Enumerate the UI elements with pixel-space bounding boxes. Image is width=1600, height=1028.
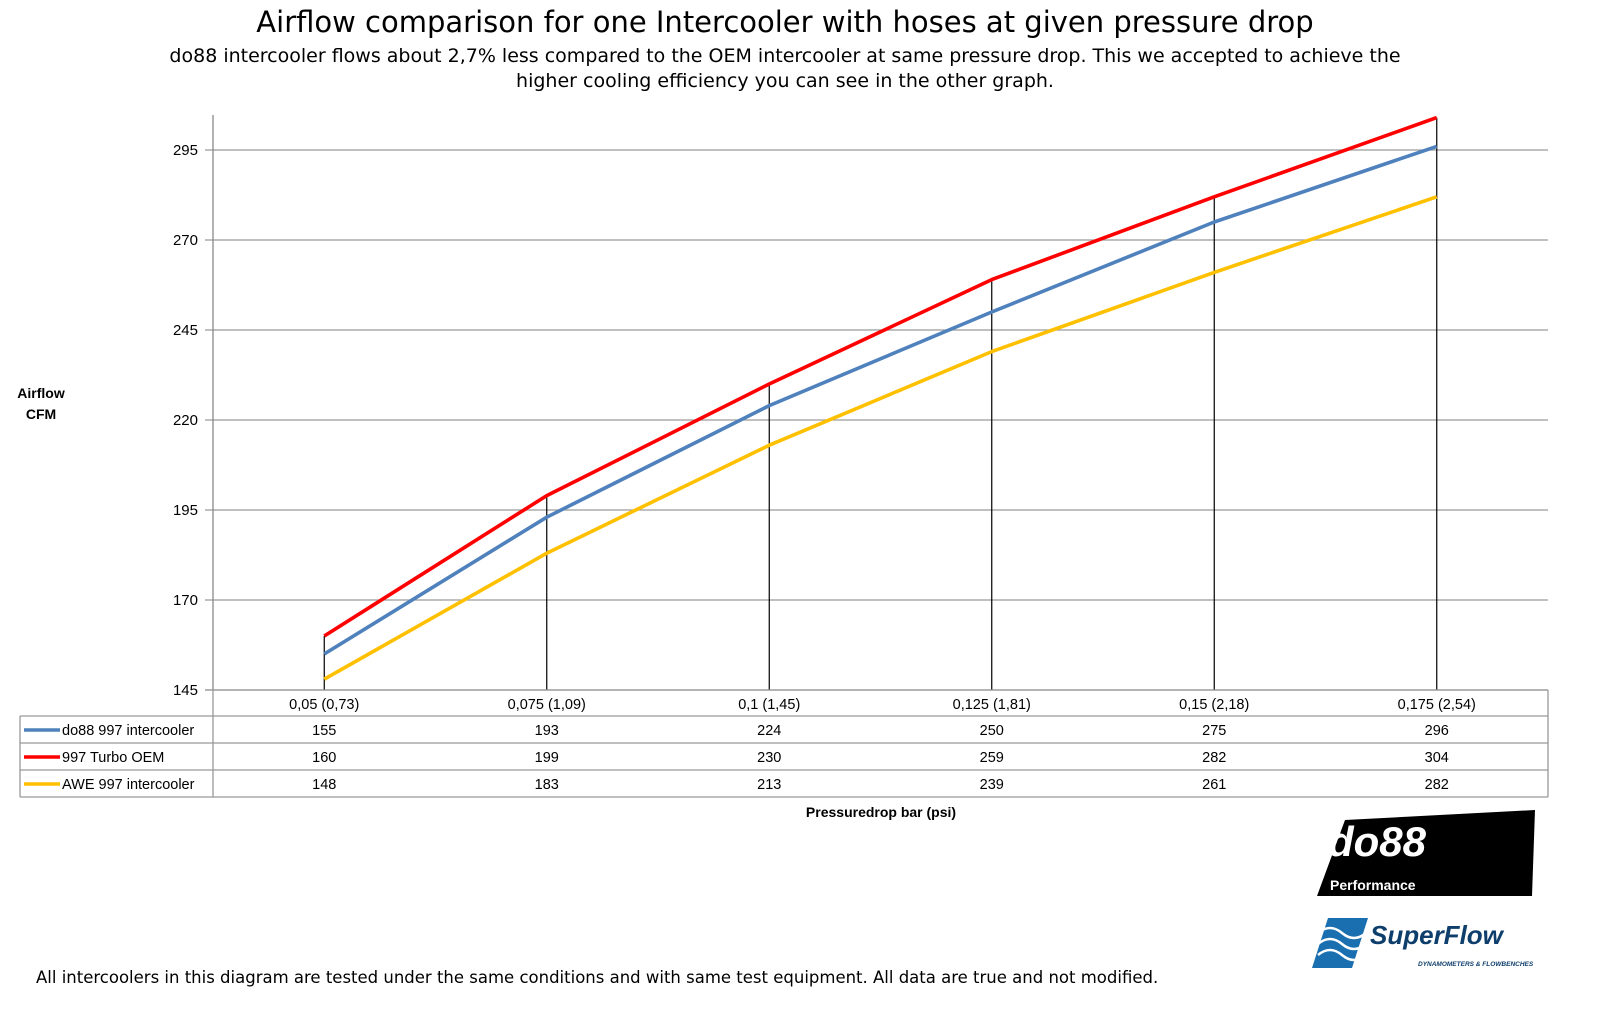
data-value: 239	[980, 777, 1004, 793]
y-axis-label: Airflow	[17, 385, 65, 401]
data-value: 160	[312, 750, 336, 766]
series-line	[323, 144, 1438, 656]
data-value: 183	[535, 777, 559, 793]
data-value: 155	[312, 723, 336, 739]
y-tick-label: 145	[173, 682, 198, 699]
data-value: 282	[1202, 750, 1226, 766]
y-tick-label: 220	[173, 412, 198, 429]
x-tick-label: 0,125 (1,81)	[953, 697, 1031, 713]
data-value: 304	[1425, 750, 1449, 766]
x-tick-label: 0,075 (1,09)	[508, 697, 586, 713]
legend-label: do88 997 intercooler	[62, 723, 194, 739]
data-value: 224	[757, 723, 781, 739]
data-value: 199	[535, 750, 559, 766]
y-tick-label: 295	[173, 142, 198, 159]
legend-label: AWE 997 intercooler	[62, 777, 195, 793]
data-value: 213	[757, 777, 781, 793]
data-value: 230	[757, 750, 781, 766]
y-tick-label: 270	[173, 232, 198, 249]
y-tick-label: 245	[173, 322, 198, 339]
superflow-logo-wave	[1317, 948, 1367, 962]
data-value: 259	[980, 750, 1004, 766]
series-line	[323, 195, 1438, 681]
x-tick-label: 0,1 (1,45)	[738, 697, 800, 713]
superflow-logo-sub: DYNAMOMETERS & FLOWBENCHES	[1418, 961, 1534, 968]
legend-label: 997 Turbo OEM	[62, 750, 164, 766]
chart-subtitle: do88 intercooler flows about 2,7% less c…	[169, 45, 1401, 92]
do88-logo	[1317, 810, 1535, 896]
x-tick-label: 0,05 (0,73)	[289, 697, 359, 713]
data-value: 282	[1425, 777, 1449, 793]
y-axis-label: CFM	[26, 406, 56, 422]
footer-note: All intercoolers in this diagram are tes…	[36, 968, 1159, 987]
superflow-logo-wave	[1317, 926, 1367, 940]
data-value: 148	[312, 777, 336, 793]
data-value: 275	[1202, 723, 1226, 739]
data-value: 261	[1202, 777, 1226, 793]
chart-title: Airflow comparison for one Intercooler w…	[256, 5, 1314, 39]
y-tick-label: 195	[173, 502, 198, 519]
data-value: 296	[1425, 723, 1449, 739]
superflow-logo-wave	[1317, 937, 1367, 951]
data-value: 193	[535, 723, 559, 739]
do88-logo-sub: Performance	[1330, 877, 1416, 893]
x-axis-label: Pressuredrop bar (psi)	[806, 804, 956, 820]
data-value: 250	[980, 723, 1004, 739]
x-tick-label: 0,175 (2,54)	[1398, 697, 1476, 713]
superflow-logo-text: SuperFlow	[1370, 920, 1505, 950]
x-tick-label: 0,15 (2,18)	[1179, 697, 1249, 713]
series-line	[323, 115, 1438, 638]
y-tick-label: 170	[173, 592, 198, 609]
do88-logo-text: do88	[1328, 818, 1427, 865]
